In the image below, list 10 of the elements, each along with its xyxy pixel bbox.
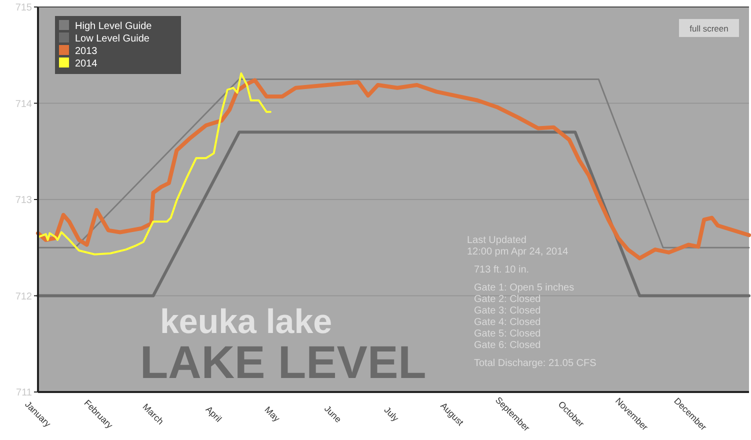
annotation: Gate 2: Closed	[474, 294, 541, 305]
x-tick-label: April	[204, 404, 224, 424]
legend-label: 2014	[75, 58, 98, 70]
x-tick-label: May	[262, 404, 282, 424]
line-series	[37, 72, 272, 256]
legend-label: Low Level Guide	[75, 34, 150, 44]
x-tick-label: July	[382, 404, 401, 424]
annotation: full screen	[690, 24, 729, 34]
legend-label: 2013	[75, 46, 98, 57]
legend-label: High Level Guide	[75, 21, 152, 32]
